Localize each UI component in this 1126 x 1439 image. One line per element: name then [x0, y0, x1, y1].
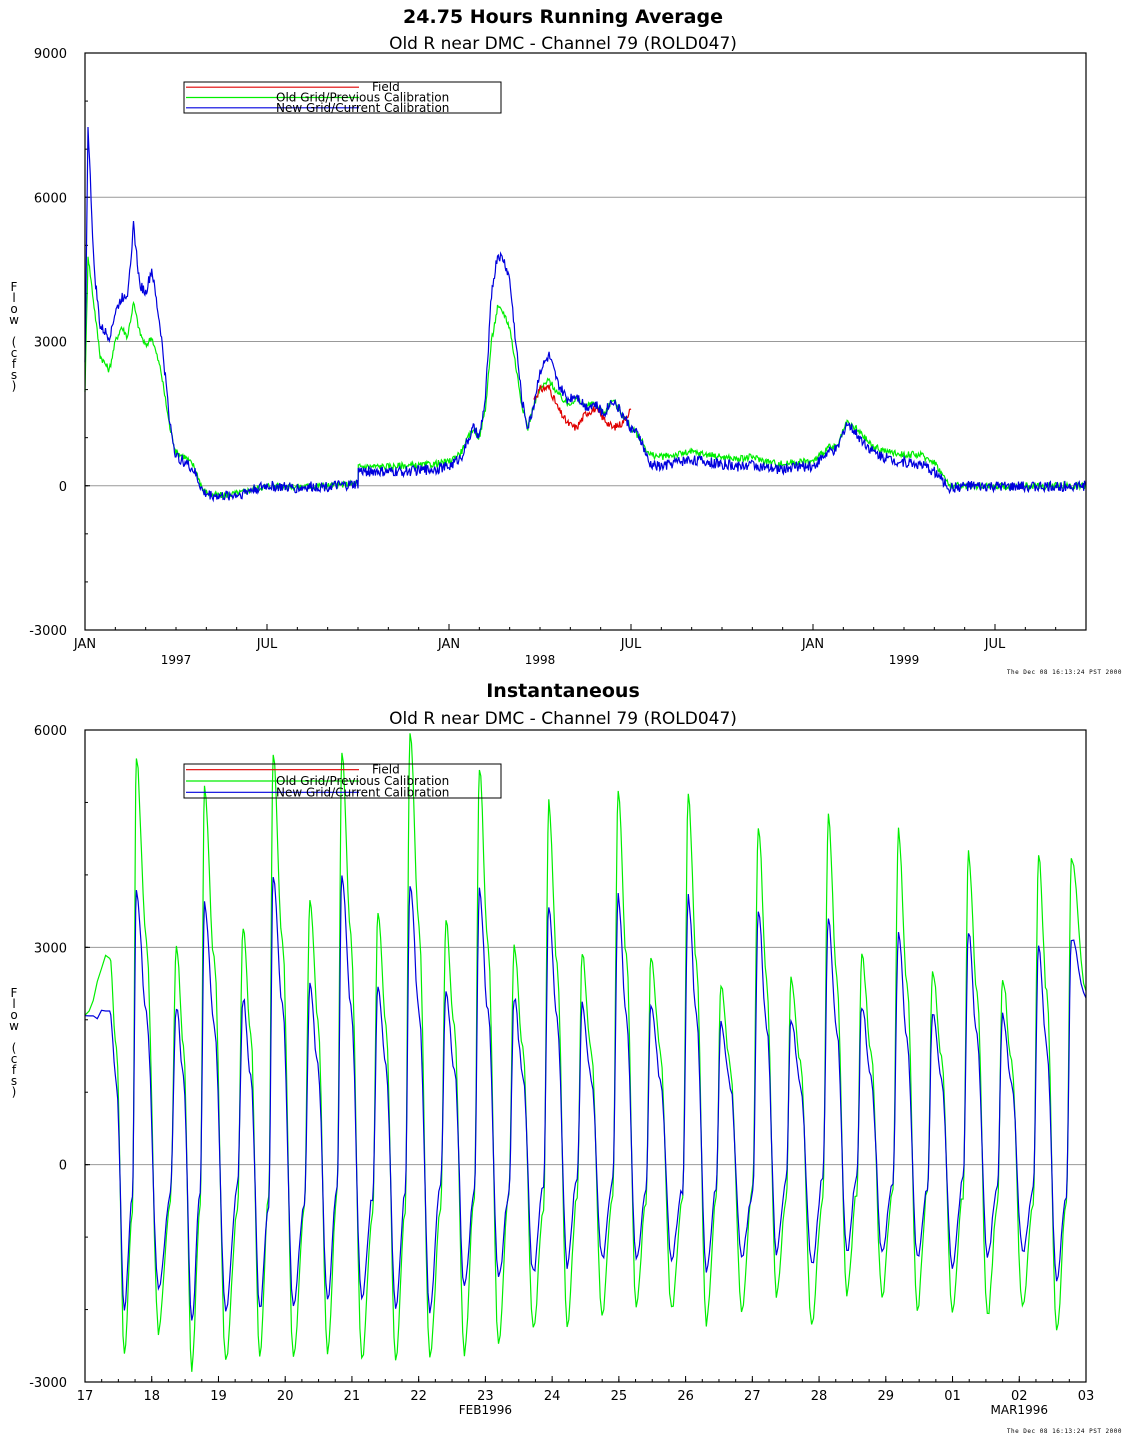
y-axis-label-char: c: [10, 346, 18, 360]
x-tick-label: 24: [544, 1389, 561, 1404]
x-tick-label: 23: [477, 1389, 494, 1404]
legend-box: [183, 763, 502, 799]
running-average-plot: -3000 0 3000 6000 9000 JAN JUL JAN JUL JAN JUL 1997…: [29, 47, 1087, 667]
x-tick-label: 01: [944, 1389, 961, 1404]
year-label: 1997: [161, 653, 192, 667]
y-axis-label-char: (: [11, 1041, 17, 1055]
chart-subtitle: Old R near DMC - Channel 79 (ROLD047): [389, 709, 737, 729]
y-axis-label-char: o: [10, 302, 18, 316]
x-tick-label: 03: [1078, 1389, 1095, 1404]
chart-title: Instantaneous: [486, 680, 640, 702]
x-tick-label: JUL: [984, 637, 1006, 652]
running-average-chart-panel: 24.75 Hours Running Average Old R near D…: [0, 0, 1126, 680]
x-tick-label: 17: [77, 1389, 94, 1404]
y-tick-label: 0: [59, 1159, 67, 1174]
x-tick-label: 28: [811, 1389, 828, 1404]
x-tick-label: JAN: [801, 637, 824, 652]
y-tick-label: 0: [59, 480, 67, 495]
y-axis-label-char: F: [10, 280, 18, 294]
y-axis-label-char: w: [9, 1019, 19, 1033]
x-tick-label: JAN: [73, 637, 96, 652]
x-tick-label: 29: [878, 1389, 895, 1404]
y-axis-label-char: ): [11, 379, 17, 393]
x-tick-label: 20: [277, 1389, 294, 1404]
y-axis-label-char: F: [10, 986, 18, 1000]
x-tick-label: 18: [143, 1389, 160, 1404]
series-line-new-grid: [84, 126, 1087, 503]
timestamp-stamp: The Dec 08 16:13:24 PST 2000: [1006, 1428, 1122, 1435]
chart-title: 24.75 Hours Running Average: [403, 6, 723, 28]
y-tick-label: -3000: [29, 624, 67, 639]
y-tick-label: 6000: [34, 191, 67, 206]
x-tick-label: 27: [744, 1389, 761, 1404]
x-tick-label: JUL: [620, 637, 642, 652]
legend-label: Field: [372, 763, 400, 777]
series-line-old-grid: [84, 733, 1087, 1372]
legend-label: New Grid/Current Calibration: [276, 785, 449, 799]
y-tick-label: 3000: [34, 336, 67, 351]
x-tick-label: 21: [344, 1389, 361, 1404]
plot-frame: [84, 52, 1087, 631]
legend-label: Old Grid/Previous Calibration: [276, 91, 449, 105]
y-tick-label: 6000: [34, 724, 67, 739]
legend-label: New Grid/Current Calibration: [276, 101, 449, 115]
y-axis-label-char: l: [12, 997, 16, 1011]
y-axis-label-char: f: [11, 357, 17, 371]
plot-frame: [84, 729, 1087, 1383]
x-tick-label: 22: [410, 1389, 427, 1404]
timestamp-stamp: The Dec 08 16:13:24 PST 2000: [1006, 669, 1122, 676]
x-tick-label: 26: [677, 1389, 694, 1404]
x-tick-label: 19: [210, 1389, 227, 1404]
y-axis-label-char: o: [10, 1008, 18, 1022]
y-tick-label: -3000: [29, 1376, 67, 1391]
month-label: MAR1996: [991, 1403, 1048, 1417]
y-axis-label-char: s: [10, 1074, 18, 1088]
instantaneous-chart-panel: Instantaneous Old R near DMC - Channel 7…: [0, 680, 1126, 1439]
instantaneous-plot: -3000 0 3000 6000 17 18 19 20 21 22 23 24 25 26 27 28 29…: [29, 724, 1095, 1417]
month-label: FEB1996: [459, 1403, 512, 1417]
y-axis-label-char: w: [9, 313, 19, 327]
y-axis-label-char: c: [10, 1052, 18, 1066]
series-line-old-grid: [84, 256, 1087, 501]
year-label: 1998: [525, 653, 556, 667]
y-axis-label-char: s: [10, 368, 18, 382]
x-tick-label: 02: [1011, 1389, 1028, 1404]
y-axis-label-char: l: [12, 291, 16, 305]
y-axis-label-char: ): [11, 1085, 17, 1099]
y-axis-label-char: f: [11, 1063, 17, 1077]
x-tick-label: JAN: [437, 637, 460, 652]
legend-box: [183, 81, 502, 114]
legend-label: Field: [372, 80, 400, 94]
series-line-new-grid: [84, 875, 1087, 1321]
x-tick-label: JUL: [256, 637, 278, 652]
y-tick-label: 3000: [34, 941, 67, 956]
x-tick-label: 25: [611, 1389, 628, 1404]
y-tick-label: 9000: [34, 47, 67, 62]
y-axis-label-char: (: [11, 335, 17, 349]
legend-label: Old Grid/Previous Calibration: [276, 774, 449, 788]
year-label: 1999: [889, 653, 920, 667]
series-line-field: [533, 384, 632, 431]
chart-subtitle: Old R near DMC - Channel 79 (ROLD047): [389, 34, 737, 54]
